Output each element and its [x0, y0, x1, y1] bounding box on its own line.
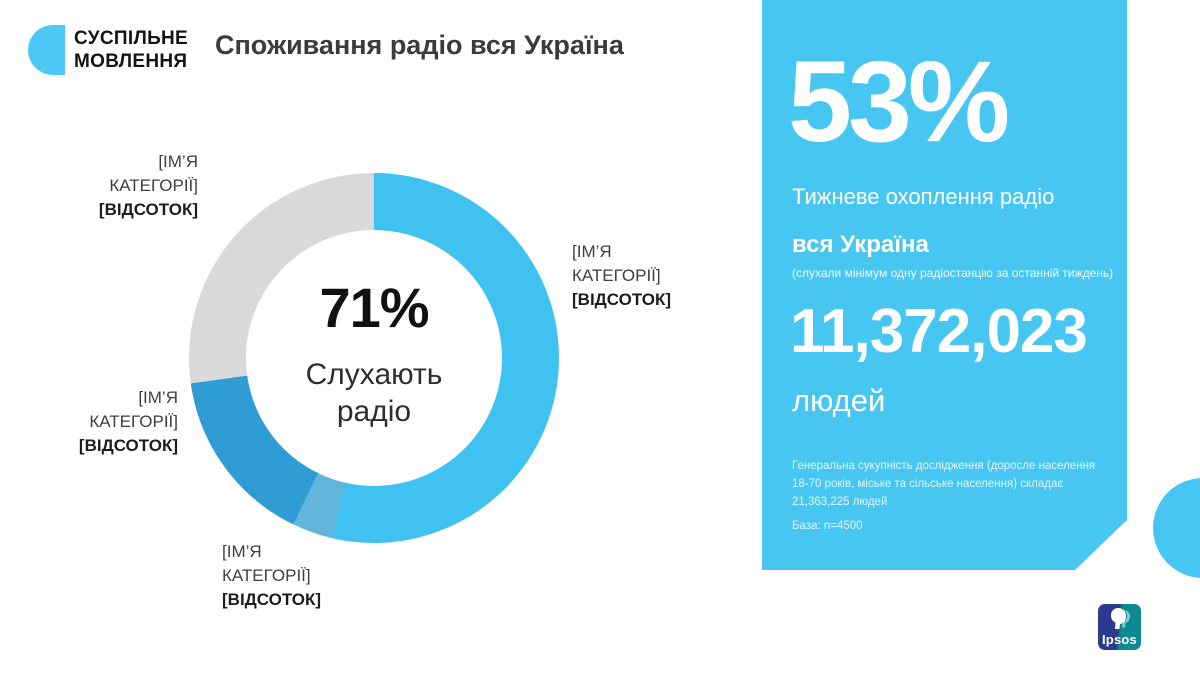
region-name: вся Україна	[792, 231, 929, 258]
base-note: База: n=4500	[792, 520, 863, 532]
donut-chart: 71% Слухають радіо	[189, 173, 559, 543]
category-label-bottom: [ІМ’Я КАТЕГОРІЇ] [ВІДСОТОК]	[222, 542, 322, 609]
decorative-circle	[1153, 478, 1200, 578]
weekly-reach-percent: 53%	[788, 38, 1010, 166]
page-title: Споживання радіо вся Україна	[215, 30, 624, 60]
suspilne-logo-text: СУСПІЛЬНЕ МОВЛЕННЯ	[74, 27, 188, 73]
suspilne-logo-icon	[28, 25, 65, 75]
weekly-reach-caption: Тижневе охоплення радіо	[792, 184, 1055, 209]
logo-line-2: МОВЛЕННЯ	[74, 51, 188, 72]
donut-center-value: 71%	[319, 276, 429, 339]
donut-center: 71% Слухають радіо	[189, 275, 559, 430]
region-note: (слухали мінімум одну радіостанцію за ос…	[792, 266, 1114, 280]
ipsos-wordmark: Ipsos	[1102, 632, 1137, 647]
highlight-panel: 53% Тижневе охоплення радіо вся Україна …	[762, 0, 1127, 570]
logo-line-1: СУСПІЛЬНЕ	[74, 28, 189, 49]
category-label-top-left: [ІМ’Я КАТЕГОРІЇ] [ВІДСОТОК]	[98, 152, 198, 219]
ipsos-faces-icon	[1111, 608, 1130, 629]
donut-center-caption: Слухають радіо	[305, 358, 443, 428]
category-label-right: [ІМ’Я КАТЕГОРІЇ] [ВІДСОТОК]	[572, 242, 672, 309]
category-label-left: [ІМ’Я КАТЕГОРІЇ] [ВІДСОТОК]	[78, 388, 178, 455]
reach-people-unit: людей	[792, 383, 886, 418]
universe-note: Генеральна сукупність дослідження (дорос…	[792, 460, 1096, 508]
ipsos-logo: Ipsos	[1098, 604, 1141, 650]
reach-people-count: 11,372,023	[790, 297, 1088, 366]
donut-hole	[246, 230, 502, 486]
